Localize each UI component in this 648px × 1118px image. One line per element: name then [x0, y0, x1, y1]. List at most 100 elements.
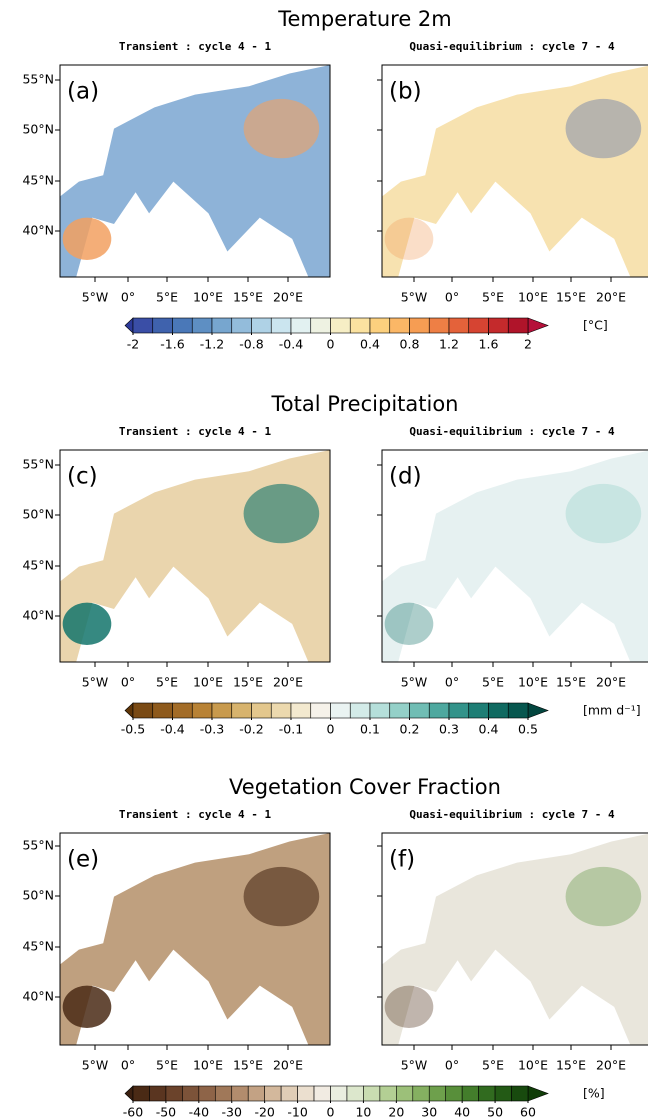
colorbar-box [478, 1085, 496, 1102]
lon-label: 10°E [518, 675, 548, 690]
colorbar-box [389, 702, 410, 719]
map-panel [59, 449, 331, 663]
colorbar-box [349, 317, 371, 334]
colorbar-box [363, 1085, 381, 1102]
colorbar-box [191, 702, 213, 719]
lon-label: 5°W [82, 290, 109, 305]
colorbar-box [409, 317, 430, 334]
colorbar-box [149, 1085, 167, 1102]
lon-label: 15°E [556, 675, 586, 690]
colorbar-tick-label: -0.4 [160, 722, 184, 737]
lat-label: 45°N [22, 173, 54, 188]
colorbar-box [211, 702, 233, 719]
lon-label: 5°W [82, 1058, 109, 1073]
colorbar-box [270, 702, 292, 719]
lon-label: 5°W [401, 1058, 428, 1073]
lon-label: 20°E [596, 1058, 626, 1073]
anomaly-patch [62, 985, 112, 1029]
colorbar-box [172, 702, 193, 719]
panel-label: (f) [389, 847, 415, 873]
colorbar-tick-label: 60 [520, 1105, 536, 1118]
colorbar-box [310, 702, 331, 719]
colorbar-tick-label: -60 [123, 1105, 143, 1118]
colorbar-box [172, 317, 193, 334]
lat-label: 40°N [22, 608, 54, 623]
colorbar-box [198, 1085, 216, 1102]
map-frame [59, 832, 331, 1046]
colorbar-under [124, 317, 134, 334]
colorbar-tick-label: 1.2 [439, 337, 459, 352]
colorbar-box [330, 702, 351, 719]
colorbar-tick-label: 0 [327, 1105, 335, 1118]
colorbar-box [428, 1085, 447, 1102]
colorbar-box [231, 317, 252, 334]
section-title: Total Precipitation [271, 392, 459, 416]
lon-label: 5°E [156, 1058, 178, 1073]
colorbar-box [369, 317, 391, 334]
lat-label: 40°N [22, 989, 54, 1004]
lat-label: 55°N [22, 838, 54, 853]
lon-label: 10°E [518, 1058, 548, 1073]
colorbar-box [428, 317, 450, 334]
colorbar-box [461, 1085, 479, 1102]
map-frame [381, 832, 648, 1046]
colorbar-box [412, 1085, 430, 1102]
map-panel [59, 64, 331, 278]
colorbar-unit: [%] [583, 1086, 605, 1101]
lon-label: 15°E [233, 675, 263, 690]
colorbar-box [290, 317, 312, 334]
anomaly-patch [565, 98, 642, 159]
panel-label: (a) [67, 79, 99, 105]
colorbar-box [280, 1085, 298, 1102]
colorbar-tick-label: -0.8 [239, 337, 263, 352]
anomaly-patch [243, 866, 320, 927]
colorbar-tick-label: -0.4 [279, 337, 303, 352]
anomaly-patch [384, 985, 434, 1029]
map-panel [381, 832, 648, 1046]
colorbar-box [409, 702, 430, 719]
colorbar-box [251, 702, 272, 719]
colorbar-box [488, 702, 509, 719]
colorbar-box [152, 317, 173, 334]
lon-label: 15°E [233, 1058, 263, 1073]
colorbar-box [511, 1085, 529, 1102]
colorbar-tick-label: 30 [421, 1105, 437, 1118]
lat-label: 50°N [22, 888, 54, 903]
lon-label: 0° [445, 675, 459, 690]
colorbar-box [211, 317, 233, 334]
map-frame [381, 449, 648, 663]
colorbar-box [349, 702, 371, 719]
colorbar-box [165, 1085, 183, 1102]
colorbar-under [124, 702, 134, 719]
colorbar-box [468, 702, 489, 719]
lon-label: 10°E [193, 1058, 223, 1073]
map-panel [381, 64, 648, 278]
colorbar-box [231, 1085, 249, 1102]
colorbar-box [264, 1085, 282, 1102]
colorbar-tick-label: 0.4 [479, 722, 499, 737]
colorbar-over [527, 702, 549, 719]
map-panel [59, 832, 331, 1046]
lon-label: 0° [121, 1058, 135, 1073]
colorbar-over [527, 317, 549, 334]
colorbar-tick-label: 10 [355, 1105, 371, 1118]
colorbar-tick-label: -2 [127, 337, 139, 352]
panel-subtitle: Quasi-equilibrium : cycle 7 - 4 [409, 425, 615, 438]
anomaly-patch [243, 483, 320, 544]
colorbar-tick-label: -1.6 [160, 337, 184, 352]
colorbar-tick-label: 2 [524, 337, 532, 352]
lon-label: 10°E [518, 290, 548, 305]
lon-label: 20°E [273, 290, 303, 305]
colorbar-box [507, 317, 529, 334]
colorbar-unit: [mm d⁻¹] [583, 703, 641, 718]
land-field [382, 65, 648, 277]
colorbar-box [507, 702, 529, 719]
colorbar-box [313, 1085, 331, 1102]
colorbar-box [488, 317, 509, 334]
colorbar-box [448, 702, 470, 719]
colorbar-box [330, 317, 351, 334]
anomaly-patch [565, 866, 642, 927]
panel-subtitle: Quasi-equilibrium : cycle 7 - 4 [409, 808, 615, 821]
lon-label: 15°E [556, 290, 586, 305]
